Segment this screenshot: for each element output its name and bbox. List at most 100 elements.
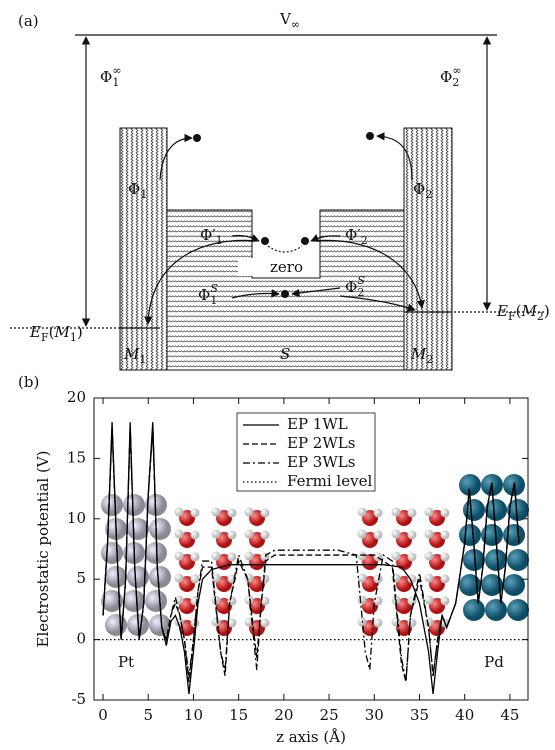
label-part: S: [357, 274, 365, 287]
atoms: [101, 474, 529, 636]
label-part: S: [210, 282, 218, 295]
label-part: 1: [140, 188, 147, 201]
label-part: ): [77, 323, 83, 341]
atom: [123, 494, 145, 516]
atom: [391, 617, 401, 627]
label-part: M: [520, 302, 537, 320]
atom: [459, 524, 481, 546]
panel-label: (a): [18, 12, 39, 30]
atom: [373, 618, 383, 628]
diagram-label: Φ1S: [198, 282, 218, 307]
atom: [440, 508, 450, 518]
atom: [123, 590, 145, 612]
diagram-label: Φ′2: [345, 226, 368, 247]
atom: [407, 508, 417, 518]
arrow: [376, 132, 413, 181]
label-part: Φ: [413, 180, 425, 198]
atom: [463, 599, 485, 621]
label-part: 1: [112, 76, 119, 89]
y-tick-label: -5: [71, 690, 86, 708]
atom: [260, 596, 270, 606]
label-part: 1: [70, 331, 77, 344]
label-part: (: [516, 302, 522, 320]
label-part: 1: [139, 353, 146, 366]
atom: [357, 529, 367, 539]
label-part: 2: [425, 188, 432, 201]
atom: [407, 552, 417, 562]
diagram-label: Φ′1: [200, 226, 223, 247]
label-part: zero: [270, 258, 303, 276]
atom: [190, 552, 200, 562]
atom: [211, 529, 221, 539]
label-bg: [238, 258, 298, 276]
legend-label: Fermi level: [287, 472, 372, 490]
atom: [507, 599, 529, 621]
plot-frame: [93, 397, 529, 701]
y-tick-label: 10: [67, 509, 86, 527]
x-tick-label: 45: [500, 706, 519, 724]
diagram-label: EF(M1): [29, 323, 83, 344]
arrow: [159, 133, 193, 181]
atom: [357, 595, 367, 605]
atom: [145, 590, 167, 612]
atom: [174, 551, 184, 561]
label-part: Φ: [440, 68, 452, 86]
curve: [267, 245, 303, 253]
series-line: [102, 428, 520, 682]
diagram-label: V∞: [279, 10, 300, 31]
legend-label: EP 2WLs: [287, 434, 355, 452]
label-part: ): [544, 302, 550, 320]
atom: [459, 474, 481, 496]
label-part: 2: [426, 353, 433, 366]
atom: [127, 566, 149, 588]
annotation: Pd: [484, 653, 504, 671]
atom: [391, 551, 401, 561]
atom: [357, 573, 367, 583]
diagram-label: Φ2S: [345, 274, 365, 299]
legend-label: EP 1WL: [287, 415, 348, 433]
atom: [424, 529, 434, 539]
label-part: M: [410, 345, 427, 363]
atom: [174, 507, 184, 517]
atom: [211, 573, 221, 583]
diagram: (a): [10, 12, 545, 371]
atom: [424, 551, 434, 561]
atom: [440, 552, 450, 562]
label-part: F: [41, 331, 49, 344]
arrow: [291, 287, 341, 298]
atom: [211, 617, 221, 627]
electron: [193, 134, 201, 142]
atom: [424, 595, 434, 605]
atom: [459, 574, 481, 596]
atom: [145, 542, 167, 564]
atom: [101, 542, 123, 564]
atom: [507, 499, 529, 521]
label-part: Φ: [345, 278, 357, 296]
atom: [391, 507, 401, 517]
label-part: (: [49, 323, 55, 341]
arrow: [231, 234, 260, 242]
label-part: Φ: [198, 286, 210, 304]
atom: [481, 574, 503, 596]
x-axis-title: z axis (Å): [276, 728, 346, 746]
atom: [101, 590, 123, 612]
atom: [357, 507, 367, 517]
label-part: Φ: [100, 68, 112, 86]
atom: [174, 529, 184, 539]
semiconductor: [166, 209, 405, 371]
diagram-label: EF(M2): [496, 302, 550, 323]
label-part: M: [123, 345, 140, 363]
legend-label: EP 3WLs: [287, 453, 355, 471]
x-tick-label: 10: [184, 706, 203, 724]
x-tick-label: 20: [274, 706, 293, 724]
atom: [391, 529, 401, 539]
label-part: ∞: [291, 18, 300, 31]
label-part: M: [53, 323, 70, 341]
atom: [424, 573, 434, 583]
y-tick-label: 15: [67, 448, 86, 466]
x-tick-label: 25: [320, 706, 339, 724]
y-tick-label: 0: [76, 630, 86, 648]
atom: [407, 574, 417, 584]
atom: [503, 524, 525, 546]
panel-label: (b): [18, 373, 39, 391]
